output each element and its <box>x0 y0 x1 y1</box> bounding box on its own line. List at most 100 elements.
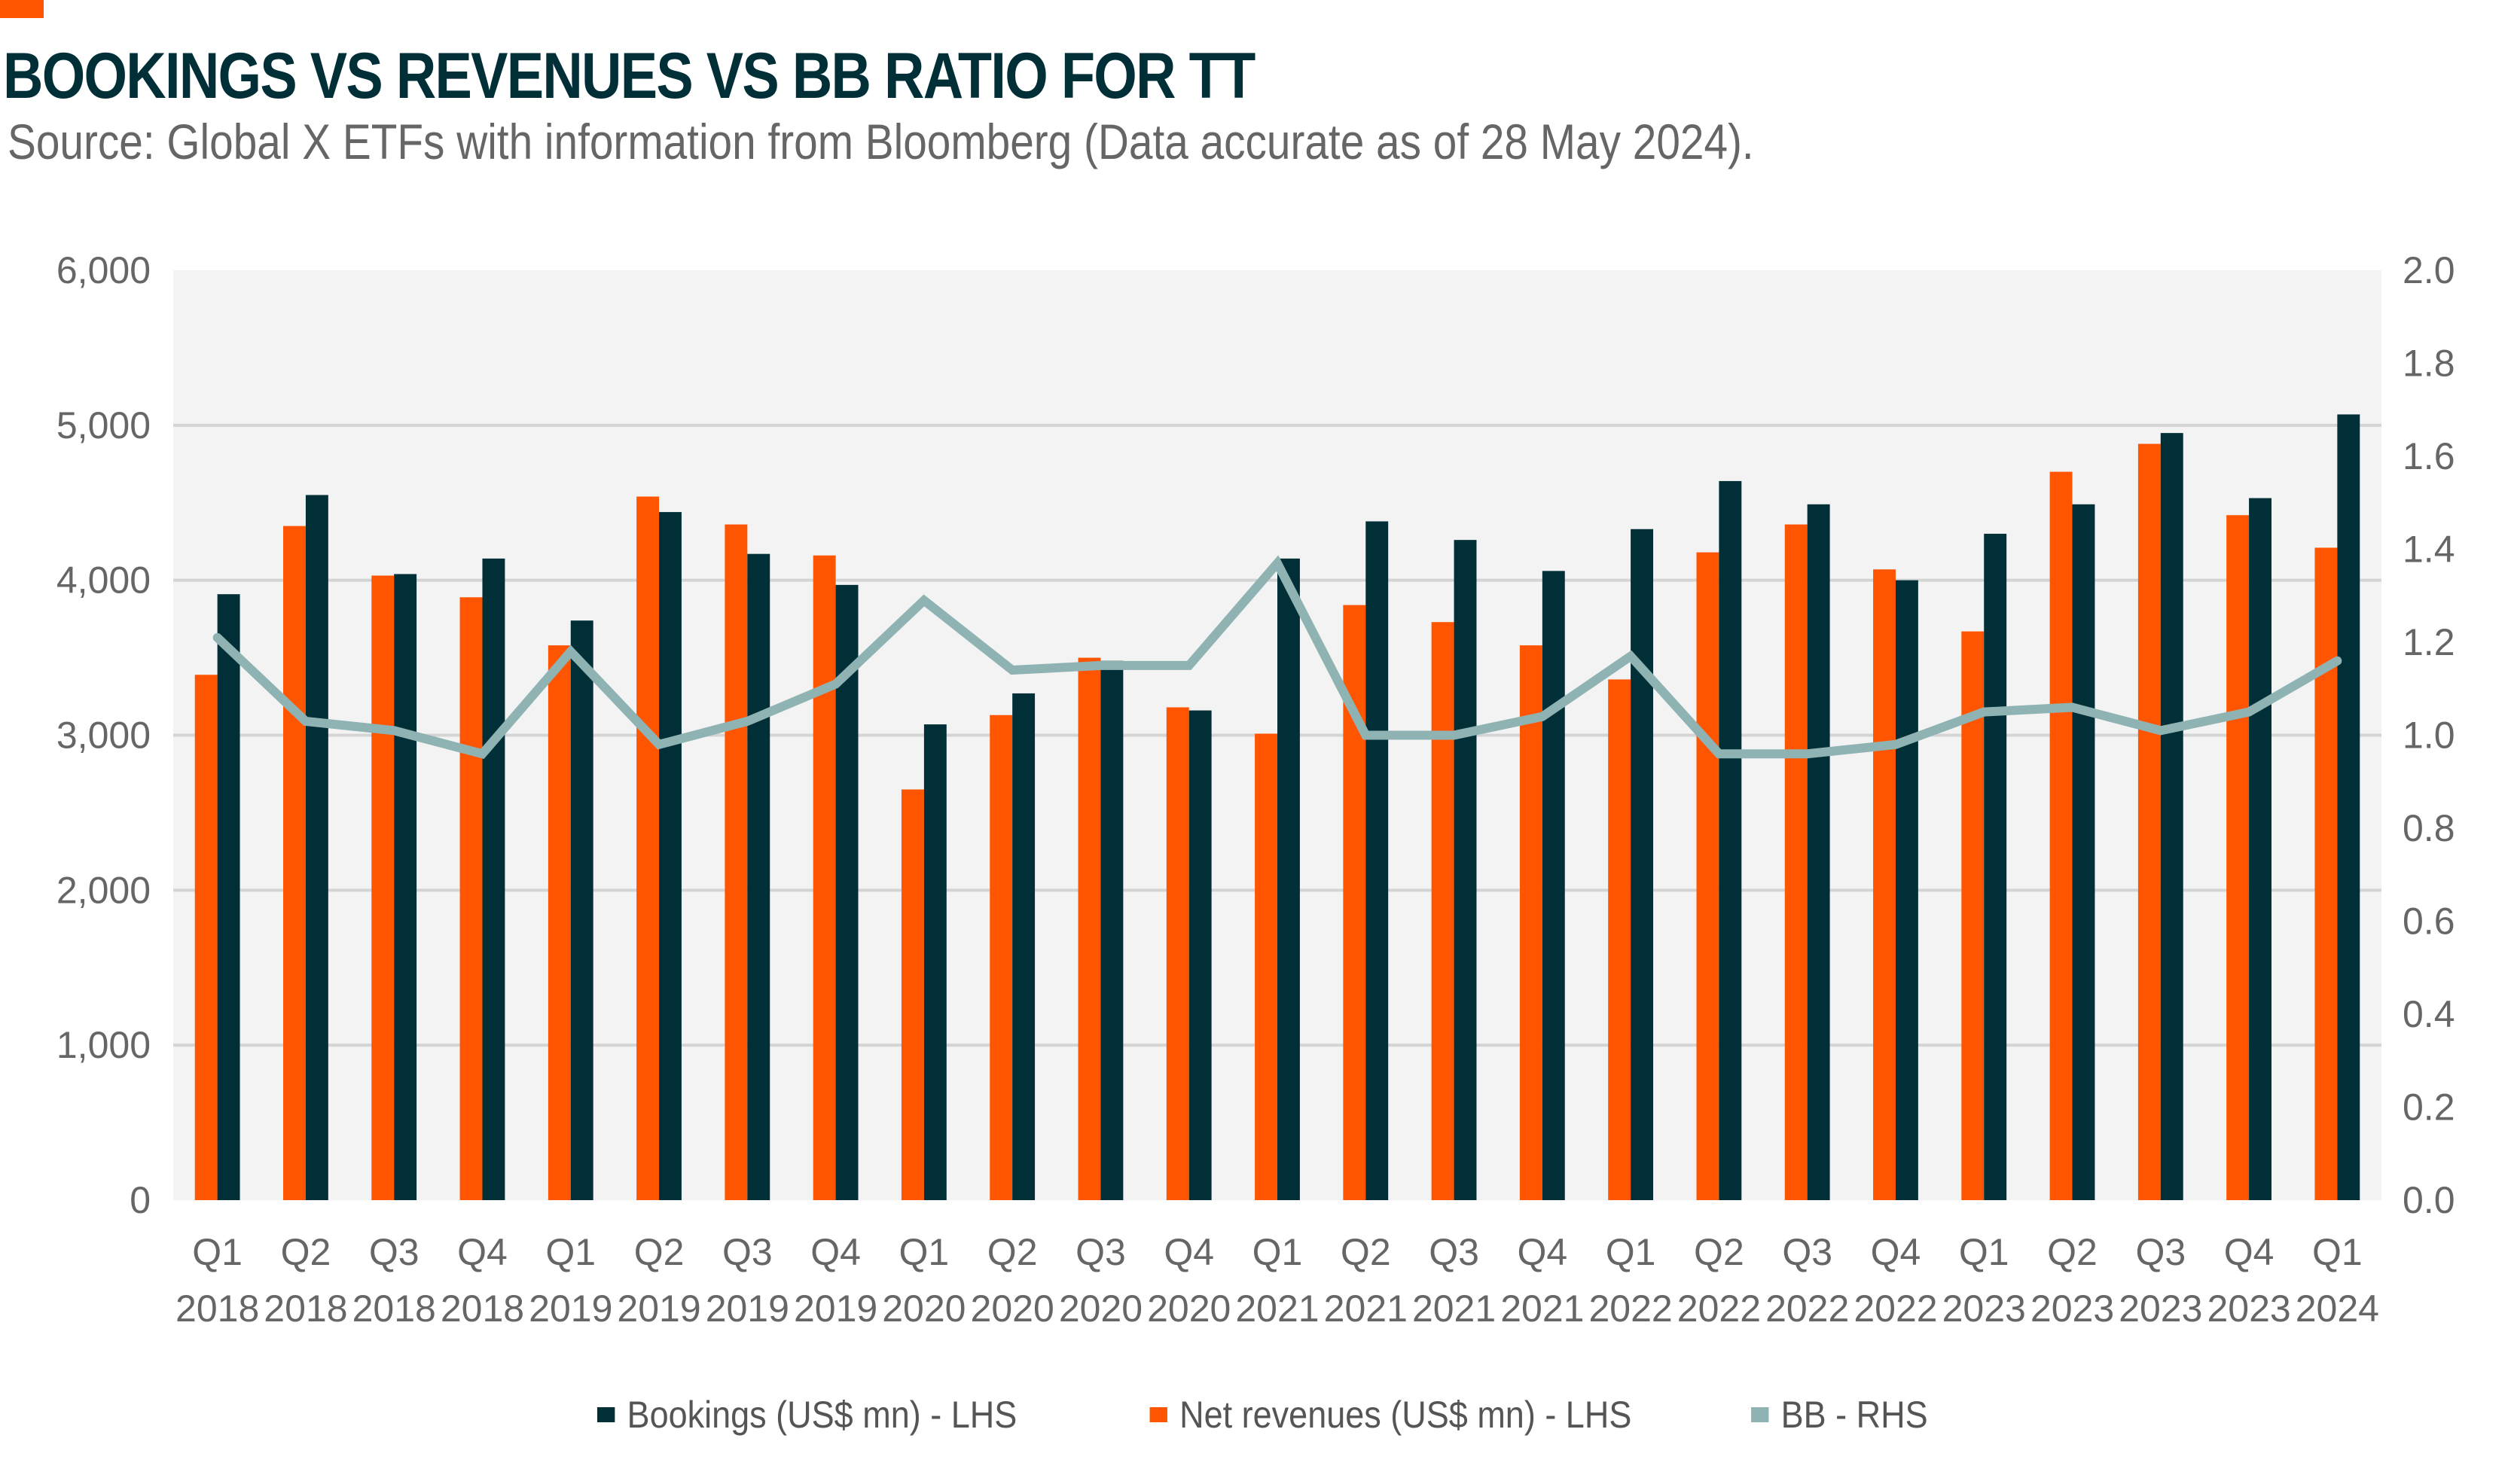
x-tick-label-year: 2018 <box>264 1287 347 1330</box>
x-tick-label-quarter: Q1 <box>1959 1231 2009 1273</box>
bar-bookings <box>394 574 417 1200</box>
bar-bookings <box>1719 480 1742 1200</box>
x-tick-label-year: 2023 <box>2119 1287 2202 1330</box>
x-tick-label-year: 2020 <box>971 1287 1054 1330</box>
x-tick-label-year: 2022 <box>1854 1287 1937 1330</box>
x-tick-label-quarter: Q3 <box>1075 1231 1126 1273</box>
legend-swatch-net-revenues <box>1149 1407 1167 1422</box>
legend-item-bookings[interactable]: Bookings (US$ mn) - LHS <box>596 1393 1017 1437</box>
x-tick-label-quarter: Q1 <box>192 1231 243 1273</box>
x-tick-label-year: 2020 <box>1147 1287 1231 1330</box>
x-tick-label-quarter: Q4 <box>2224 1231 2275 1273</box>
y2-tick-label: 2.0 <box>2403 249 2455 291</box>
bar-bookings <box>1542 571 1565 1200</box>
x-tick-label-year: 2019 <box>529 1287 612 1330</box>
x-tick-label-quarter: Q3 <box>1429 1231 1479 1273</box>
x-tick-label-quarter: Q2 <box>2047 1231 2098 1273</box>
legend: Bookings (US$ mn) - LHS Net revenues (US… <box>0 1393 2511 1437</box>
bar-net-revenues <box>1166 707 1189 1200</box>
x-tick-label-quarter: Q2 <box>634 1231 685 1273</box>
bar-net-revenues <box>1873 569 1896 1200</box>
bar-net-revenues <box>2049 471 2073 1200</box>
bar-bookings <box>2249 498 2271 1200</box>
x-tick-label-year: 2019 <box>617 1287 700 1330</box>
x-tick-label-quarter: Q1 <box>2312 1231 2363 1273</box>
x-tick-label-quarter: Q2 <box>1341 1231 1391 1273</box>
y2-tick-label: 1.0 <box>2403 715 2455 757</box>
bar-bookings <box>1895 580 1918 1200</box>
bar-net-revenues <box>459 597 483 1200</box>
x-tick-label-quarter: Q2 <box>987 1231 1038 1273</box>
bar-bookings <box>217 594 240 1200</box>
bar-net-revenues <box>2226 515 2250 1200</box>
y2-tick-label: 1.4 <box>2403 529 2455 571</box>
bar-net-revenues <box>1255 733 1277 1200</box>
x-tick-label-quarter: Q3 <box>1782 1231 1832 1273</box>
x-tick-label-year: 2018 <box>175 1287 259 1330</box>
y2-tick-label: 1.8 <box>2403 343 2455 385</box>
bars <box>194 414 2360 1200</box>
x-tick-label-year: 2020 <box>1059 1287 1143 1330</box>
bar-net-revenues <box>1696 552 1719 1200</box>
x-tick-label-year: 2018 <box>352 1287 436 1330</box>
bar-bookings <box>1365 521 1389 1200</box>
bar-bookings <box>747 553 770 1200</box>
chart-subtitle: Source: Global X ETFs with information f… <box>8 114 1754 169</box>
bar-bookings <box>1454 540 1477 1200</box>
accent-bar <box>0 0 44 18</box>
bar-net-revenues <box>371 575 395 1200</box>
bar-net-revenues <box>636 496 660 1200</box>
y-tick-label: 3,000 <box>56 715 151 757</box>
legend-label: Bookings (US$ mn) - LHS <box>627 1394 1017 1436</box>
bar-bookings <box>1631 529 1654 1200</box>
x-tick-label-quarter: Q4 <box>810 1231 861 1273</box>
x-tick-label-year: 2019 <box>794 1287 877 1330</box>
y2-tick-label: 0.0 <box>2403 1179 2455 1221</box>
bar-bookings <box>2072 504 2095 1200</box>
bar-net-revenues <box>1784 524 1808 1200</box>
legend-label: Net revenues (US$ mn) - LHS <box>1179 1394 1632 1436</box>
x-tick-label-quarter: Q3 <box>2135 1231 2186 1273</box>
bar-net-revenues <box>194 675 218 1200</box>
legend-label: BB - RHS <box>1780 1394 1928 1436</box>
y2-tick-label: 1.6 <box>2403 435 2455 477</box>
bar-net-revenues <box>725 524 748 1200</box>
x-tick-label-year: 2023 <box>2030 1287 2114 1330</box>
legend-swatch-bb <box>1750 1407 1769 1422</box>
x-tick-label-quarter: Q4 <box>457 1231 508 1273</box>
x-tick-label-year: 2022 <box>1677 1287 1761 1330</box>
legend-item-net-revenues[interactable]: Net revenues (US$ mn) - LHS <box>1149 1393 1631 1437</box>
bar-bookings <box>923 724 947 1200</box>
y2-tick-label: 0.4 <box>2403 993 2455 1035</box>
x-tick-label-quarter: Q1 <box>545 1231 596 1273</box>
bar-bookings <box>1100 660 1124 1200</box>
x-tick-label-quarter: Q3 <box>369 1231 420 1273</box>
legend-item-bb[interactable]: BB - RHS <box>1750 1393 1928 1437</box>
x-tick-label-quarter: Q4 <box>1164 1231 1214 1273</box>
chart-title: BOOKINGS VS REVENUES VS BB RATIO FOR TT <box>3 40 1256 112</box>
x-tick-label-quarter: Q2 <box>281 1231 331 1273</box>
x-tick-label-year: 2021 <box>1235 1287 1319 1330</box>
bar-net-revenues <box>901 789 924 1200</box>
bar-net-revenues <box>1961 631 1985 1200</box>
bar-net-revenues <box>813 555 836 1200</box>
y-tick-label: 0 <box>130 1179 151 1221</box>
legend-swatch-bookings <box>596 1407 615 1422</box>
bar-net-revenues <box>1078 657 1101 1200</box>
bar-net-revenues <box>1519 645 1542 1200</box>
x-tick-label-quarter: Q1 <box>899 1231 950 1273</box>
bar-bookings <box>1012 693 1036 1200</box>
bar-bookings <box>2337 414 2360 1200</box>
y2-tick-label: 0.8 <box>2403 807 2455 849</box>
y2-tick-label: 0.2 <box>2403 1086 2455 1129</box>
bar-net-revenues <box>2137 443 2161 1200</box>
y2-tick-label: 0.6 <box>2403 900 2455 943</box>
bar-net-revenues <box>548 645 571 1200</box>
y-axis-left: 0 1,000 2,000 3,000 4,000 5,000 6,000 <box>56 249 151 1221</box>
x-tick-label-year: 2021 <box>1500 1287 1584 1330</box>
bar-net-revenues <box>1431 622 1454 1200</box>
y-axis-right: 0.0 0.2 0.4 0.6 0.8 1.0 1.2 1.4 1.6 1.8 2.0 <box>2403 249 2455 1221</box>
bar-bookings <box>482 558 505 1200</box>
bar-net-revenues <box>990 715 1013 1200</box>
